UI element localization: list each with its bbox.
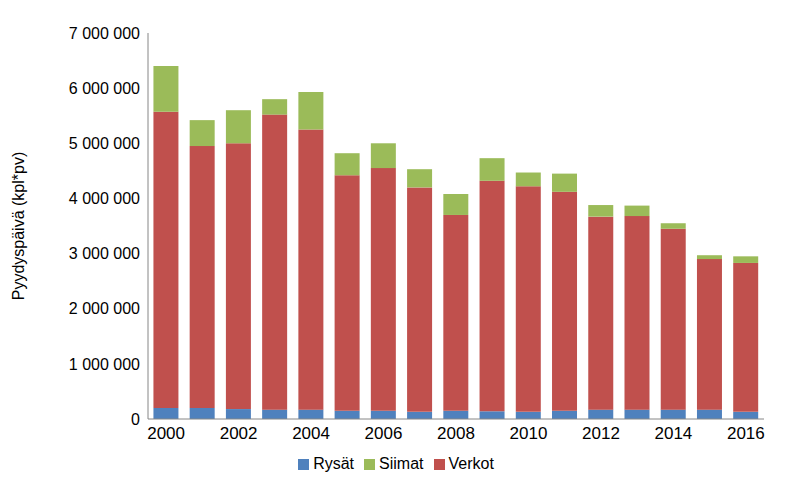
svg-text:2 000 000: 2 000 000 [69,300,140,317]
html-text:Rysät: Rysät [313,455,354,472]
html-text:Verkot: Verkot [448,455,494,472]
svg-text:6 000 000: 6 000 000 [69,80,140,97]
svg-text:7 000 000: 7 000 000 [69,25,140,42]
svg-text:2008: 2008 [437,424,475,443]
svg-text:2000: 2000 [147,424,185,443]
svg-text:2016: 2016 [727,424,765,443]
svg-text:3 000 000: 3 000 000 [69,245,140,262]
svg-text:Pyydyspäivä (kpl*pv): Pyydyspäivä (kpl*pv) [10,152,27,301]
svg-text:0: 0 [131,411,140,428]
svg-text:5 000 000: 5 000 000 [69,135,140,152]
svg-text:2006: 2006 [365,424,403,443]
svg-text:2004: 2004 [292,424,330,443]
svg-text:2014: 2014 [654,424,692,443]
html-text:Siimat: Siimat [379,455,424,472]
svg-text:2002: 2002 [220,424,258,443]
svg-text:2012: 2012 [582,424,620,443]
svg-text:4 000 000: 4 000 000 [69,190,140,207]
svg-text:2010: 2010 [510,424,548,443]
svg-text:1 000 000: 1 000 000 [69,356,140,373]
